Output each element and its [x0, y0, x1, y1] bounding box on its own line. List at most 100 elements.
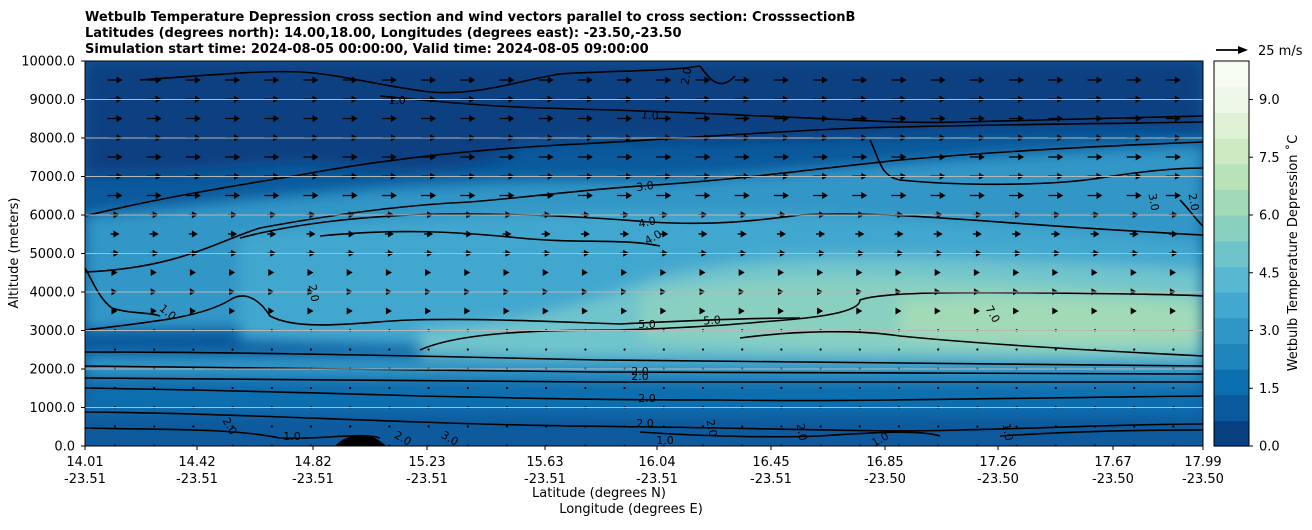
wind-arrow	[817, 307, 824, 315]
wind-arrow	[976, 386, 979, 390]
wind-arrow	[107, 115, 123, 122]
wind-arrow	[349, 386, 352, 390]
wind-arrow	[934, 269, 941, 276]
colorbar-tick-label: 7.5	[1259, 151, 1280, 166]
wind-arrow	[819, 348, 822, 351]
x-tick-longitude: -23.50	[1092, 472, 1134, 487]
wind-arrow	[969, 76, 985, 84]
wind-arrow	[1129, 230, 1139, 238]
contour-line	[699, 65, 736, 85]
wind-arrow	[499, 115, 515, 122]
wind-arrow	[1090, 230, 1100, 238]
wind-arrow	[349, 348, 352, 351]
colorbar-segment	[1214, 317, 1249, 344]
wind-arrow	[577, 192, 593, 199]
wind-arrow	[937, 425, 940, 428]
wind-arrow	[1051, 230, 1061, 238]
y-tick-label: 1000.0	[30, 401, 76, 416]
contour-line	[85, 141, 1203, 273]
wind-arrow	[107, 76, 123, 84]
wind-arrow	[738, 269, 745, 276]
wind-arrow	[584, 425, 587, 428]
wind-arrow	[1009, 76, 1025, 84]
colorbar-segment	[1214, 292, 1249, 319]
wind-arrow	[617, 153, 633, 161]
wind-arrow	[933, 230, 943, 238]
wind-arrow	[307, 307, 314, 315]
wind-arrow	[309, 348, 313, 351]
wind-arrow	[852, 153, 868, 161]
wind-arrow	[153, 425, 156, 428]
y-tick-label: 9000.0	[30, 93, 76, 108]
wind-arrow	[773, 153, 789, 161]
wind-arrow	[499, 153, 515, 161]
colorbar-label: Wetbulb Temperature Depression ˚C	[1285, 135, 1301, 372]
colorbar-segment	[1214, 86, 1249, 113]
wind-arrow	[1009, 153, 1025, 161]
x-tick-latitude: 15.63	[526, 455, 563, 470]
wind-arrow	[542, 307, 549, 315]
wind-arrow	[421, 115, 437, 122]
wind-arrow	[189, 269, 196, 276]
wind-arrow	[1169, 307, 1176, 315]
wind-arrow	[1012, 230, 1022, 238]
wind-arrow	[741, 348, 744, 351]
wind-arrow	[153, 386, 156, 390]
wind-arrow	[503, 269, 510, 276]
wind-arrow	[973, 269, 980, 276]
wind-arrow	[698, 230, 708, 238]
plot-area: 1.02.03.04.04.05.0 5.0 7.03.0 2.01.02.0 1.0 2…	[85, 61, 1203, 446]
wind-arrow	[264, 192, 280, 199]
wind-arrow	[1093, 348, 1097, 351]
contour-label: 2.0	[679, 66, 695, 85]
wind-arrow	[228, 230, 238, 238]
wind-arrow	[577, 76, 593, 84]
x-tick-longitude: -23.51	[524, 472, 566, 487]
wind-arrow	[153, 348, 156, 351]
contour-label: 1.0	[283, 430, 301, 443]
contour-label: 5.0	[703, 313, 721, 327]
wind-arrow	[1009, 192, 1025, 199]
wind-arrow	[891, 76, 907, 84]
wind-arrow	[113, 386, 117, 390]
wind-arrow	[111, 269, 118, 276]
contour-line	[85, 351, 1203, 367]
contour-label: 2.0	[636, 417, 654, 430]
wind-arrow	[895, 307, 902, 315]
wind-arrow	[381, 115, 397, 122]
wind-arrow	[146, 76, 162, 84]
wind-arrow	[1168, 230, 1178, 238]
wind-arrow	[577, 153, 593, 161]
wind-arrow	[1048, 115, 1064, 122]
wind-arrow	[969, 192, 985, 199]
x-tick-longitude: -23.51	[64, 472, 106, 487]
wind-arrow	[621, 269, 628, 276]
wind-arrow	[464, 269, 471, 276]
wind-arrow	[897, 425, 901, 428]
wind-arrow	[1013, 307, 1020, 315]
wind-arrow	[349, 425, 352, 428]
title-line-3: Simulation start time: 2024-08-05 00:00:…	[85, 42, 649, 57]
wind-arrow	[385, 269, 392, 276]
wind-arrow	[309, 386, 313, 390]
wind-arrow	[858, 386, 861, 390]
contour-lines	[85, 65, 1203, 440]
wind-arrow	[813, 76, 829, 84]
wind-arrow	[303, 192, 319, 199]
wind-arrow	[229, 269, 236, 276]
wind-arrow	[1169, 269, 1176, 276]
wind-arrow	[342, 192, 358, 199]
wind-arrow	[1015, 348, 1018, 351]
wind-arrow	[897, 386, 901, 390]
wind-arrow	[1130, 269, 1137, 276]
wind-arrow	[813, 115, 829, 122]
contour-label: 4.0	[637, 214, 657, 230]
colorbar-segment	[1214, 61, 1249, 88]
wind-arrow	[699, 307, 706, 315]
wind-arrow	[734, 192, 750, 199]
wind-arrow	[345, 230, 355, 238]
wind-arrow	[385, 307, 392, 315]
wind-arrow	[229, 307, 236, 315]
title-line-1: Wetbulb Temperature Depression cross sec…	[85, 10, 855, 25]
wind-arrow	[466, 386, 469, 390]
